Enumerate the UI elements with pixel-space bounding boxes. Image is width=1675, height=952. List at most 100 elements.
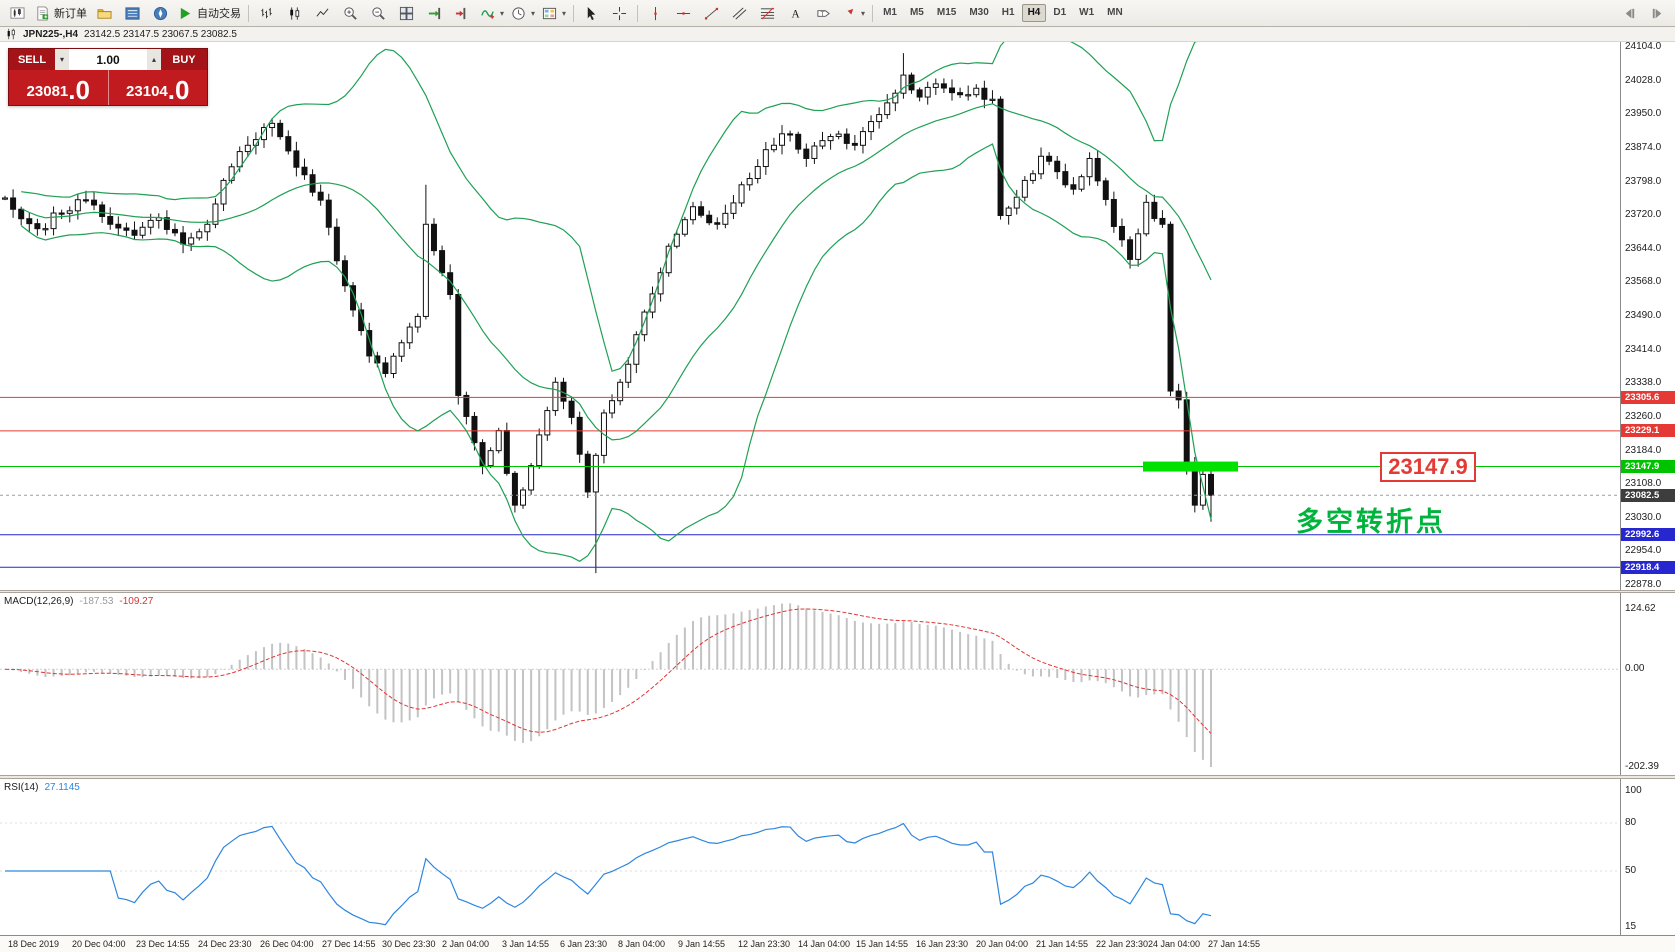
- periods-button[interactable]: ▾: [508, 3, 538, 24]
- candles: [2, 53, 1214, 574]
- time-axis-label: 21 Jan 14:55: [1036, 939, 1089, 949]
- price-scale-label: 23874.0: [1625, 141, 1662, 153]
- panel-separator[interactable]: [0, 590, 1675, 593]
- sell-price-display[interactable]: 23081 .0: [9, 70, 108, 105]
- time-axis-label: 9 Jan 14:55: [678, 939, 726, 949]
- svg-text:T: T: [821, 10, 825, 17]
- channel-icon[interactable]: [726, 3, 753, 24]
- ohlc-readout: 23142.5 23147.5 23067.5 23082.5: [84, 28, 237, 40]
- rsi-scale-label: 15: [1625, 921, 1637, 932]
- time-axis[interactable]: 18 Dec 2019 20 Dec 04:00 23 Dec 14:55 24 De…: [0, 935, 1675, 952]
- tf-button-h1[interactable]: H1: [1001, 7, 1015, 18]
- tf-button-m30[interactable]: M30: [969, 7, 989, 18]
- chevron-down-icon: ▾: [861, 8, 866, 18]
- tf-button-h4[interactable]: H4: [1021, 4, 1047, 22]
- time-axis-label: 22 Jan 23:30: [1096, 939, 1149, 949]
- buy-button[interactable]: BUY: [161, 49, 207, 70]
- time-axis-label: 12 Jan 23:30: [738, 939, 791, 949]
- time-axis-label: 18 Dec 2019: [8, 939, 60, 949]
- rsi-name: RSI(14): [4, 782, 39, 793]
- toolbar-separator: [872, 4, 874, 22]
- crosshair-icon[interactable]: [606, 3, 633, 24]
- macd-signal-line: [4, 608, 1212, 734]
- cursor-icon[interactable]: [578, 3, 605, 24]
- rsi-scale-label: 100: [1625, 785, 1642, 796]
- arrows-tool-button[interactable]: ▾: [838, 3, 868, 24]
- panel-separator[interactable]: [0, 775, 1675, 779]
- volume-input[interactable]: [69, 49, 147, 70]
- new-chart-icon[interactable]: [4, 3, 31, 24]
- market-watch-icon[interactable]: [119, 3, 146, 24]
- sell-button[interactable]: SELL: [9, 49, 55, 70]
- sell-price-main: 23081: [26, 83, 69, 100]
- macd-name: MACD(12,26,9): [4, 596, 74, 607]
- line-chart-mode-icon[interactable]: [309, 3, 336, 24]
- price-scale-label: 22878.0: [1625, 579, 1662, 590]
- price-badge: 23147.9: [1621, 460, 1675, 474]
- symbol-period-label: JPN225-,H4: [23, 28, 79, 40]
- chart-profiles-icon[interactable]: [91, 3, 118, 24]
- zoom-out-icon[interactable]: [365, 3, 392, 24]
- tf-button-m5[interactable]: M5: [909, 7, 924, 18]
- price-scale-label: 24104.0: [1625, 41, 1662, 52]
- macd-panel[interactable]: MACD(12,26,9) -187.53 -109.27: [0, 593, 1620, 775]
- new-order-label: 新订单: [54, 8, 87, 20]
- price-scale-label: 24028.0: [1625, 74, 1662, 86]
- nav-back-icon[interactable]: [1616, 3, 1643, 24]
- volume-increase-button[interactable]: ▴: [147, 49, 161, 70]
- highlight-band[interactable]: [1143, 461, 1238, 472]
- tf-button-m1[interactable]: M1: [883, 7, 897, 18]
- price-scale-label: 23414.0: [1625, 343, 1662, 355]
- chevron-down-icon: ▾: [500, 8, 505, 18]
- auto-scroll-icon[interactable]: [421, 3, 448, 24]
- tf-button-w1[interactable]: W1: [1079, 7, 1095, 18]
- rsi-label: RSI(14) 27.1145: [4, 782, 80, 793]
- price-scale-label: 23030.0: [1625, 511, 1662, 523]
- price-axis[interactable]: 24104.0 24028.0 23950.0 23874.0 23798.0 23720…: [1620, 42, 1675, 935]
- tf-button-d1[interactable]: D1: [1053, 7, 1067, 18]
- bar-chart-mode-icon[interactable]: [253, 3, 280, 24]
- buy-price-main: 23104: [126, 83, 168, 100]
- indicators-button[interactable]: ▾: [477, 3, 507, 24]
- nav-forward-icon[interactable]: [1644, 3, 1671, 24]
- autotrading-button[interactable]: 自动交易: [175, 3, 244, 24]
- fibonacci-icon[interactable]: [754, 3, 781, 24]
- horizontal-line-icon[interactable]: [670, 3, 697, 24]
- time-axis-label: 2 Jan 04:00: [442, 939, 490, 949]
- price-callout-box[interactable]: 23147.9: [1380, 452, 1476, 482]
- rsi-panel[interactable]: RSI(14) 27.1145: [0, 779, 1620, 935]
- macd-scale-label: -202.39: [1625, 761, 1659, 772]
- navigator-icon[interactable]: [147, 3, 174, 24]
- zoom-in-icon[interactable]: [337, 3, 364, 24]
- label-tool-icon[interactable]: T: [810, 3, 837, 24]
- new-order-button[interactable]: 新订单: [32, 3, 90, 24]
- buy-price-display[interactable]: 23104 .0: [109, 70, 208, 105]
- price-scale-label: 23184.0: [1625, 444, 1662, 456]
- price-scale-label: 23798.0: [1625, 175, 1662, 187]
- price-scale-label: 23260.0: [1625, 410, 1662, 422]
- one-click-trade-widget: SELL ▾ ▴ BUY 23081 .0 23104 .0: [8, 48, 208, 106]
- time-axis-label: 16 Jan 23:30: [916, 939, 969, 949]
- text-tool-icon[interactable]: A: [782, 3, 809, 24]
- time-axis-label: 27 Jan 14:55: [1208, 939, 1261, 949]
- rsi-value: 27.1145: [44, 782, 80, 793]
- price-chart-canvas[interactable]: [0, 42, 1620, 590]
- time-axis-label: 27 Dec 14:55: [322, 939, 376, 949]
- price-scale-label: 23338.0: [1625, 377, 1662, 389]
- chart-shift-icon[interactable]: [449, 3, 476, 24]
- bollinger-bands: [20, 42, 1212, 563]
- chart-title-bar: JPN225-,H4 23142.5 23147.5 23067.5 23082…: [0, 27, 1675, 42]
- vertical-line-icon[interactable]: [642, 3, 669, 24]
- tf-button-m15[interactable]: M15: [936, 7, 957, 18]
- tile-windows-icon[interactable]: [393, 3, 420, 24]
- time-axis-label: 3 Jan 14:55: [502, 939, 550, 949]
- turning-point-annotation[interactable]: 多空转折点: [1296, 507, 1446, 537]
- templates-button[interactable]: ▾: [539, 3, 569, 24]
- volume-decrease-button[interactable]: ▾: [55, 49, 69, 70]
- trendline-icon[interactable]: [698, 3, 725, 24]
- candlestick-mode-icon[interactable]: [281, 3, 308, 24]
- tf-button-mn[interactable]: MN: [1107, 7, 1123, 18]
- price-divider: [107, 70, 109, 105]
- time-axis-label: 20 Jan 04:00: [976, 939, 1029, 949]
